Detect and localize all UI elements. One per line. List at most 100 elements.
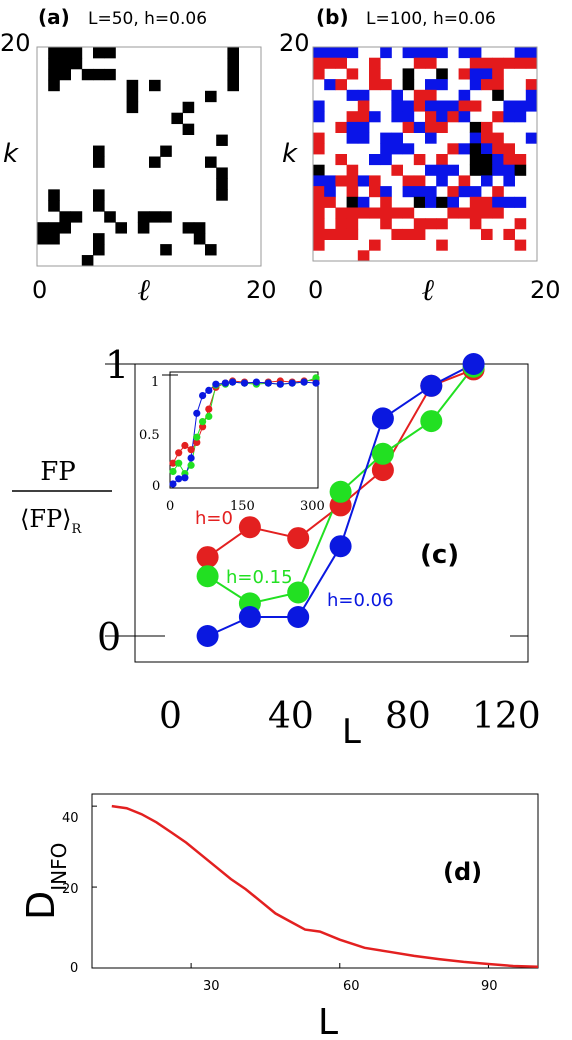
panel-a-frame — [36, 46, 262, 267]
heatmap-cell — [126, 90, 139, 103]
heatmap-cell — [492, 154, 504, 166]
heatmap-cell — [324, 57, 336, 69]
heatmap-cell — [380, 207, 392, 219]
heatmap-cell — [216, 167, 228, 179]
inset-x-tick-0: 0 — [166, 499, 174, 514]
heatmap-cell — [525, 89, 538, 101]
panel-c-inset: 1 0.5 0 0 150 300 — [139, 371, 325, 514]
heatmap-cell — [458, 207, 471, 219]
heatmap-cell — [525, 57, 538, 69]
heatmap-cell — [48, 57, 60, 70]
panel-a-title: L=50, h=0.06 — [88, 9, 207, 29]
panel-c-x-tick-80: 80 — [385, 696, 431, 737]
panel-d-y-tick-40: 40 — [62, 811, 79, 826]
heatmap-cell — [380, 218, 392, 230]
heatmap-cell — [216, 189, 228, 201]
heatmap-cell — [447, 111, 459, 123]
heatmap-cell — [81, 68, 94, 81]
heatmap-cell — [503, 164, 515, 176]
heatmap-cell — [481, 121, 493, 133]
heatmap-cell — [346, 175, 359, 187]
panel-b-ylabel: k — [282, 139, 298, 169]
inset-point-2 — [300, 378, 308, 386]
heatmap-cell — [447, 196, 459, 208]
panel-d-frame — [91, 793, 539, 969]
heatmap-cell — [70, 57, 83, 70]
heatmap-cell — [48, 68, 60, 81]
heatmap-cell — [402, 143, 415, 155]
series-point-1 — [329, 480, 352, 503]
heatmap-cell — [413, 186, 426, 198]
panel-c-x-tick-40: 40 — [268, 696, 314, 737]
panel-d-xlabel: L — [318, 1002, 338, 1040]
series-point-0 — [371, 459, 394, 482]
heatmap-cell — [525, 47, 538, 59]
heatmap-cell — [380, 143, 392, 155]
heatmap-cell — [313, 196, 325, 208]
heatmap-cell — [492, 111, 504, 123]
heatmap-cell — [425, 100, 437, 112]
heatmap-cell — [160, 211, 172, 223]
panel-d-y-tick-20: 20 — [62, 882, 79, 897]
inset-point-1 — [312, 374, 320, 382]
heatmap-cell — [514, 164, 527, 176]
heatmap-cell — [182, 222, 195, 234]
heatmap-cell — [413, 218, 426, 230]
heatmap-cell — [492, 207, 504, 219]
heatmap-cell — [481, 175, 493, 187]
inset-point-2 — [221, 379, 229, 387]
heatmap-cell — [193, 233, 206, 245]
heatmap-cell — [346, 164, 359, 176]
inset-y-tick-05: 0.5 — [139, 428, 160, 443]
heatmap-cell — [447, 186, 459, 198]
inset-point-0 — [169, 459, 177, 467]
inset-point-0 — [187, 446, 195, 454]
heatmap-cell — [313, 111, 325, 123]
panel-b-y-tick-20: 20 — [279, 29, 310, 57]
inset-point-1 — [205, 412, 213, 420]
heatmap-cell — [357, 196, 370, 208]
heatmap-cell — [391, 207, 403, 219]
heatmap-cell — [413, 89, 426, 101]
heatmap-cell — [126, 101, 139, 114]
heatmap-cell — [324, 175, 336, 187]
inset-point-2 — [212, 380, 220, 388]
panel-a-x-tick-0: 0 — [32, 276, 47, 304]
heatmap-cell — [413, 154, 426, 166]
heatmap-cell — [481, 196, 493, 208]
panel-b: (b) L=100, h=0.06 20 k 0 20 ℓ — [279, 5, 561, 308]
heatmap-cell — [425, 186, 437, 198]
heatmap-cell — [380, 154, 392, 166]
heatmap-cell — [436, 68, 448, 80]
heatmap-cell — [436, 79, 448, 91]
heatmap-cell — [481, 132, 493, 144]
heatmap-cell — [503, 143, 515, 155]
heatmap-cell — [313, 57, 325, 69]
heatmap-cell — [413, 57, 426, 69]
heatmap-cell — [413, 228, 426, 240]
heatmap-cell — [357, 250, 370, 262]
panel-d-ticks — [92, 805, 489, 969]
panel-d-x-tick-30: 30 — [203, 979, 220, 994]
heatmap-cell — [324, 196, 336, 208]
heatmap-cell — [70, 47, 83, 59]
heatmap-cell — [380, 186, 392, 198]
heatmap-cell — [369, 154, 381, 166]
heatmap-cell — [469, 164, 482, 176]
heatmap-cell — [481, 164, 493, 176]
heatmap-cell — [227, 79, 239, 92]
panel-d: 40 20 0 30 60 90 DINFO L (d) — [19, 793, 539, 1040]
heatmap-cell — [369, 57, 381, 69]
heatmap-cell — [413, 121, 426, 133]
heatmap-cell — [335, 154, 347, 166]
heatmap-cell — [369, 175, 381, 187]
inset-point-2 — [199, 392, 207, 400]
heatmap-cell — [380, 132, 392, 144]
heatmap-cell — [413, 196, 426, 208]
heatmap-cell — [335, 57, 347, 69]
heatmap-cell — [514, 196, 527, 208]
heatmap-cell — [425, 121, 437, 133]
heatmap-cell — [436, 196, 448, 208]
heatmap-cell — [402, 79, 415, 91]
